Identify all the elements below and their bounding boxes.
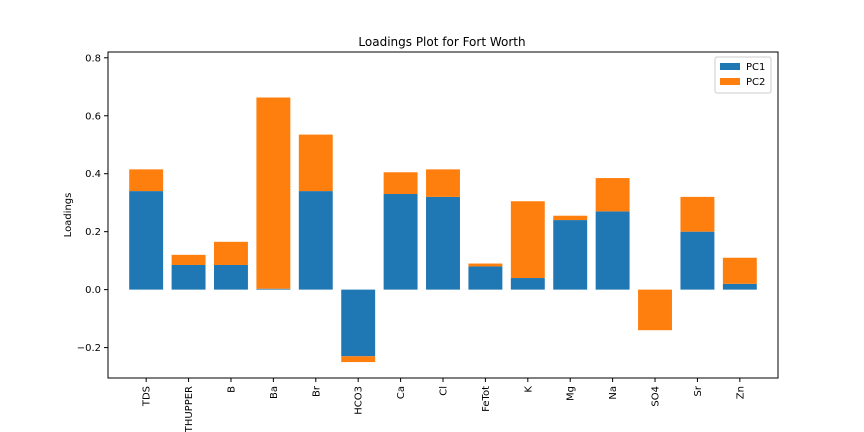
y-tick-label: 0.2 — [85, 227, 101, 238]
y-tick-label: 0.6 — [85, 111, 101, 122]
bar-pc1-cl — [426, 196, 460, 290]
bar-pc2-tds — [129, 169, 164, 192]
bar-pc1-tds — [129, 191, 164, 290]
y-tick-label: 0.8 — [85, 53, 101, 64]
legend-swatch-pc2 — [720, 78, 740, 85]
y-axis: −0.2 0.0 0.2 0.4 0.6 0.8 — [77, 53, 108, 354]
bar-pc2-mg — [553, 215, 588, 221]
bar-pc1-ca — [383, 193, 418, 290]
x-tick-label-k: K — [523, 386, 534, 393]
bar-pc1-br — [298, 191, 333, 290]
bar-pc2-ba — [256, 97, 291, 289]
x-tick-label-na: Na — [608, 386, 619, 400]
chart-title: Loadings Plot for Fort Worth — [358, 35, 525, 49]
bar-pc1-thupper — [171, 264, 206, 290]
bar-pc2-hco3 — [341, 356, 376, 363]
bar-pc1-zn — [722, 283, 757, 290]
x-tick-label-so4: SO4 — [651, 386, 662, 407]
bar-pc2-sr — [680, 196, 715, 232]
legend-swatch-pc1 — [720, 63, 740, 70]
bar-pc1-hco3 — [341, 289, 376, 357]
x-tick-label-tds: TDS — [142, 386, 153, 407]
bar-pc2-so4 — [638, 289, 672, 331]
y-tick-label: 0.0 — [85, 285, 101, 296]
x-tick-label-thupper: THUPPER — [184, 386, 195, 432]
bar-pc1-sr — [680, 231, 715, 290]
x-tick-label-fetot: FeTot — [481, 386, 492, 412]
bar-pc1-b — [214, 264, 248, 290]
bar-pc2-b — [214, 241, 248, 265]
x-tick-label-ba: Ba — [269, 386, 280, 399]
bar-pc2-na — [595, 178, 630, 212]
y-tick-label: −0.2 — [77, 343, 101, 354]
bar-pc2-fetot — [468, 263, 503, 267]
x-tick-label-cl: Cl — [439, 386, 450, 396]
bars-layer — [129, 97, 757, 363]
bar-pc1-k — [510, 278, 545, 290]
x-axis: TDS THUPPER B Ba Br HCO3 Ca Cl FeTot K Mg Na SO4 Sr Zn — [142, 378, 746, 432]
bar-pc2-zn — [722, 257, 757, 284]
y-tick-label: 0.4 — [85, 169, 101, 180]
x-tick-label-b: B — [226, 386, 237, 393]
legend-label-pc1: PC1 — [746, 62, 765, 73]
bar-pc1-ba — [256, 288, 291, 290]
x-tick-label-sr: Sr — [693, 385, 704, 396]
x-tick-label-ca: Ca — [396, 386, 407, 399]
y-axis-label: Loadings — [63, 193, 74, 238]
x-tick-label-br: Br — [311, 385, 322, 397]
bar-pc2-thupper — [171, 254, 206, 265]
bar-pc2-br — [298, 134, 333, 192]
x-tick-label-hco3: HCO3 — [354, 386, 365, 415]
bar-pc1-na — [595, 211, 630, 290]
bar-pc1-fetot — [468, 266, 503, 290]
bar-pc2-cl — [426, 169, 460, 197]
x-tick-label-zn: Zn — [735, 386, 746, 399]
x-tick-label-mg: Mg — [566, 386, 577, 401]
bar-pc1-mg — [553, 220, 588, 290]
bar-pc2-k — [510, 201, 545, 279]
legend-label-pc2: PC2 — [746, 77, 765, 88]
bar-pc2-ca — [383, 172, 418, 194]
